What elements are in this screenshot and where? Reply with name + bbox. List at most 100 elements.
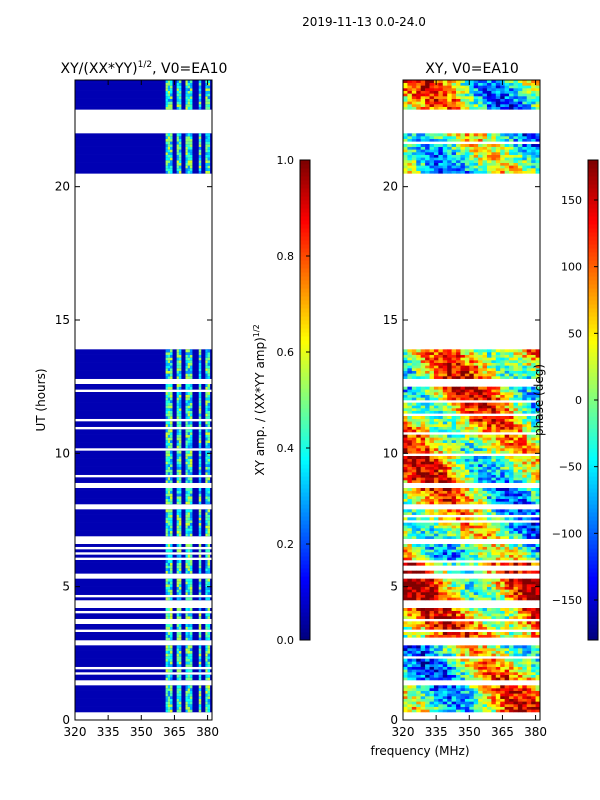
phase-cell [429,445,435,449]
amplitude-cell [205,472,208,475]
phase-cell [464,450,470,454]
amplitude-cell [207,136,211,139]
amplitude-cell [176,354,180,358]
phase-cell [411,461,417,465]
phase-cell [403,594,408,598]
amplitude-cell [205,544,208,547]
phase-cell [447,434,452,438]
phase-cell [509,512,514,515]
phase-cell [531,650,536,654]
amplitude-cell [185,584,188,587]
amplitude-cell [176,480,180,483]
phase-cell [509,613,514,617]
phase-cell [456,674,461,678]
amplitude-cell [167,501,171,505]
phase-cell [486,365,492,369]
phase-cell [420,709,426,713]
phase-cell [438,696,444,699]
phase-cell [438,669,444,673]
amplitude-cell [189,88,193,91]
phase-cell [411,626,417,630]
phase-cell [447,552,452,555]
amplitude-cell [185,434,188,438]
amplitude-cell [165,554,169,558]
phase-cell [447,474,452,478]
amplitude-cell [170,93,173,97]
phase-cell [509,461,514,465]
amplitude-cell [189,168,193,171]
amplitude-cell [207,570,211,574]
phase-cell [482,661,488,665]
phase-cell [504,477,510,481]
phase-cell [411,674,417,678]
phase-cell [473,522,479,526]
phase-cell [433,456,439,459]
phase-cell [420,477,426,481]
amplitude-cell [187,352,191,355]
phase-cell [495,352,501,355]
amplitude-cell [187,160,191,163]
phase-cell [513,536,519,539]
phase-cell [500,589,505,593]
phase-cell [403,624,408,627]
phase-cell [403,522,408,526]
phase-cell [456,664,461,667]
phase-cell [495,621,501,625]
amplitude-cell [167,496,171,499]
amplitude-cell [189,645,193,649]
phase-cell [464,408,470,411]
phase-cell [407,362,413,366]
phase-cell [526,621,532,625]
phase-cell [482,464,488,467]
phase-cell [447,661,452,665]
amplitude-cell [176,490,180,494]
phase-cell [411,634,417,638]
colorbar-segment [300,616,310,621]
amplitude-cell [170,586,173,590]
amplitude-cell [198,533,202,537]
amplitude-cell [205,469,208,473]
amplitude-cell [185,624,188,627]
phase-cell [438,368,444,371]
phase-cell [447,586,452,590]
phase-cell [535,613,541,617]
amplitude-cell [205,349,208,353]
amplitude-cell [178,93,182,97]
amplitude-cell [205,645,208,649]
phase-cell [420,493,426,497]
amplitude-cell [165,373,169,377]
phase-cell [442,597,448,601]
amplitude-row-background [75,98,212,102]
amplitude-cell [205,165,208,169]
amplitude-cell [189,661,193,665]
phase-cell [447,592,452,595]
phase-cell [469,424,475,427]
colorbar-segment [300,288,310,293]
amplitude-cell [205,688,208,691]
amplitude-cell [165,162,169,166]
phase-cell [442,509,448,513]
phase-cell [411,709,417,713]
phase-cell [403,405,408,409]
amplitude-cell [198,530,202,534]
amplitude-cell [170,608,173,611]
amplitude-cell [167,408,171,411]
phase-cell [486,408,492,411]
phase-cell [433,688,439,691]
phase-cell [526,698,532,702]
amplitude-cell [185,376,188,379]
phase-cell [482,608,488,611]
amplitude-cell [207,82,211,86]
phase-cell [509,674,514,678]
amplitude-cell [178,498,182,502]
phase-cell [403,493,408,497]
phase-cell [509,354,514,358]
amplitude-cell [187,138,191,142]
colorbar-segment [300,276,310,281]
phase-cell [522,370,528,374]
phase-cell [478,528,483,531]
amplitude-cell [178,360,182,363]
phase-cell [438,472,444,475]
phase-cell [460,594,466,598]
phase-cell [433,496,439,499]
